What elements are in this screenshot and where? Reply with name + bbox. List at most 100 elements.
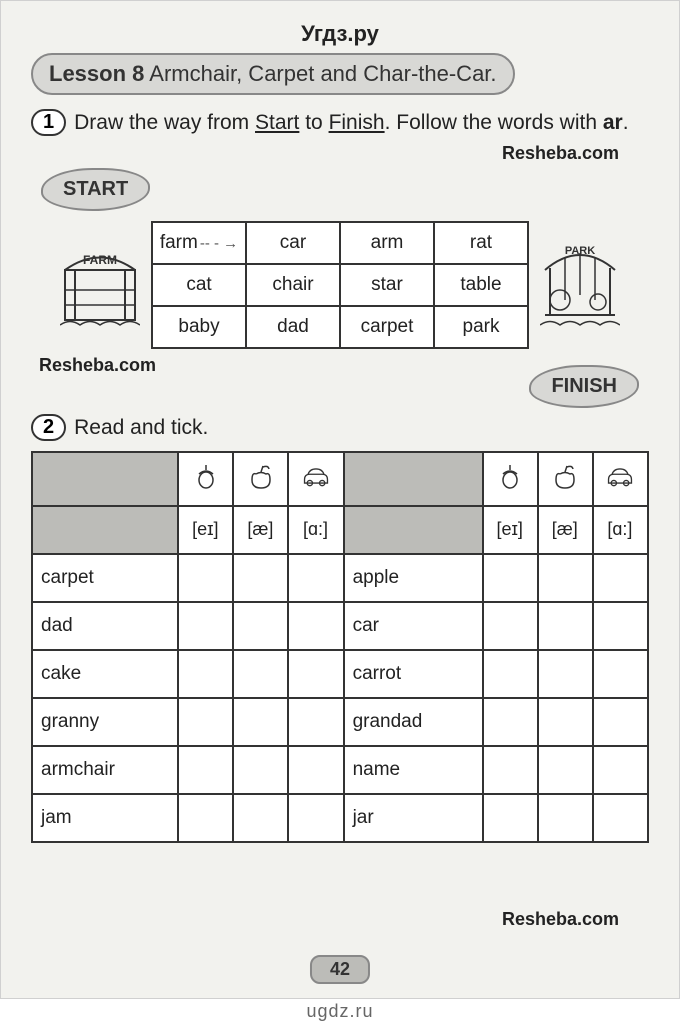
task-2: 2 Read and tick. bbox=[31, 414, 649, 442]
finish-bubble: FINISH bbox=[529, 365, 639, 408]
tick-cell[interactable] bbox=[483, 650, 538, 698]
car-icon bbox=[288, 452, 343, 506]
tick-cell[interactable] bbox=[483, 602, 538, 650]
word-cell: apple bbox=[344, 554, 483, 602]
tick-cell[interactable] bbox=[233, 602, 288, 650]
table-row: farm-- - → car arm rat bbox=[152, 222, 528, 264]
maze-cell[interactable]: baby bbox=[152, 306, 246, 348]
task-1: 1 Draw the way from Start to Finish. Fol… bbox=[31, 109, 649, 137]
bottom-watermark: ugdz.ru bbox=[0, 1001, 680, 1022]
word-cell: granny bbox=[32, 698, 178, 746]
tick-cell[interactable] bbox=[538, 746, 593, 794]
tick-cell[interactable] bbox=[538, 554, 593, 602]
table-row: carpet apple bbox=[32, 554, 648, 602]
park-icon: PARK bbox=[540, 240, 620, 330]
task-1-number: 1 bbox=[31, 109, 66, 136]
word-cell: armchair bbox=[32, 746, 178, 794]
tick-cell[interactable] bbox=[178, 698, 233, 746]
svg-text:PARK: PARK bbox=[565, 245, 595, 257]
tick-cell[interactable] bbox=[233, 698, 288, 746]
tick-cell[interactable] bbox=[178, 554, 233, 602]
lesson-number: Lesson 8 bbox=[49, 61, 144, 86]
maze-cell[interactable]: car bbox=[246, 222, 340, 264]
start-word: Start bbox=[255, 111, 299, 134]
maze-cell[interactable]: rat bbox=[434, 222, 528, 264]
tick-cell[interactable] bbox=[593, 698, 648, 746]
tick-cell[interactable] bbox=[233, 650, 288, 698]
tick-cell[interactable] bbox=[178, 794, 233, 842]
tick-cell[interactable] bbox=[593, 602, 648, 650]
maze-cell[interactable]: table bbox=[434, 264, 528, 306]
lesson-header: Lesson 8 Armchair, Carpet and Char-the-C… bbox=[31, 53, 515, 95]
word-cell: cake bbox=[32, 650, 178, 698]
tick-cell[interactable] bbox=[593, 554, 648, 602]
ipa-label: [æ] bbox=[538, 506, 593, 554]
ar-word: ar bbox=[603, 111, 623, 134]
farm-art: FARM bbox=[55, 230, 145, 340]
ipa-label: [eɪ] bbox=[483, 506, 538, 554]
tick-cell[interactable] bbox=[483, 794, 538, 842]
tick-cell[interactable] bbox=[233, 746, 288, 794]
maze-table[interactable]: farm-- - → car arm rat cat chair star ta… bbox=[151, 221, 529, 349]
ipa-label: [eɪ] bbox=[178, 506, 233, 554]
ipa-label: [ɑ:] bbox=[593, 506, 648, 554]
header-blank bbox=[344, 452, 483, 506]
ipa-label: [æ] bbox=[233, 506, 288, 554]
tick-cell[interactable] bbox=[288, 554, 343, 602]
acorn-icon bbox=[483, 452, 538, 506]
svg-text:FARM: FARM bbox=[83, 253, 117, 267]
tick-cell[interactable] bbox=[288, 794, 343, 842]
table-row: jam jar bbox=[32, 794, 648, 842]
word-cell: dad bbox=[32, 602, 178, 650]
maze-cell[interactable]: chair bbox=[246, 264, 340, 306]
maze-cell[interactable]: carpet bbox=[340, 306, 434, 348]
word-cell: carpet bbox=[32, 554, 178, 602]
ipa-label: [ɑ:] bbox=[288, 506, 343, 554]
word-cell: grandad bbox=[344, 698, 483, 746]
tick-cell[interactable] bbox=[593, 794, 648, 842]
tick-cell[interactable] bbox=[483, 554, 538, 602]
header-blank bbox=[344, 506, 483, 554]
task-2-number: 2 bbox=[31, 414, 66, 441]
maze-cell[interactable]: star bbox=[340, 264, 434, 306]
car-icon bbox=[593, 452, 648, 506]
header-blank bbox=[32, 452, 178, 506]
watermark-1: Resheba.com bbox=[31, 143, 619, 164]
maze-cell[interactable]: arm bbox=[340, 222, 434, 264]
acorn-icon bbox=[178, 452, 233, 506]
tick-cell[interactable] bbox=[288, 602, 343, 650]
farm-icon: FARM bbox=[60, 240, 140, 330]
tick-cell[interactable] bbox=[483, 698, 538, 746]
header-blank bbox=[32, 506, 178, 554]
tick-cell[interactable] bbox=[538, 602, 593, 650]
maze-cell[interactable]: cat bbox=[152, 264, 246, 306]
maze-cell[interactable]: park bbox=[434, 306, 528, 348]
tick-cell[interactable] bbox=[178, 746, 233, 794]
table-row: [eɪ] [æ] [ɑ:] [eɪ] [æ] [ɑ:] bbox=[32, 506, 648, 554]
tick-cell[interactable] bbox=[233, 554, 288, 602]
tick-cell[interactable] bbox=[288, 746, 343, 794]
tick-cell[interactable] bbox=[593, 650, 648, 698]
word-cell: jar bbox=[344, 794, 483, 842]
tick-cell[interactable] bbox=[233, 794, 288, 842]
tick-cell[interactable] bbox=[538, 650, 593, 698]
finish-word: Finish bbox=[329, 111, 385, 134]
word-cell: car bbox=[344, 602, 483, 650]
tick-cell[interactable] bbox=[178, 602, 233, 650]
tick-table[interactable]: [eɪ] [æ] [ɑ:] [eɪ] [æ] [ɑ:] carpet apple… bbox=[31, 451, 649, 843]
tick-cell[interactable] bbox=[288, 650, 343, 698]
tick-cell[interactable] bbox=[538, 794, 593, 842]
table-row: baby dad carpet park bbox=[152, 306, 528, 348]
start-bubble: START bbox=[41, 168, 150, 211]
maze-cell[interactable]: dad bbox=[246, 306, 340, 348]
tick-cell[interactable] bbox=[288, 698, 343, 746]
tick-cell[interactable] bbox=[593, 746, 648, 794]
tick-cell[interactable] bbox=[483, 746, 538, 794]
maze-cell[interactable]: farm-- - → bbox=[152, 222, 246, 264]
tick-cell[interactable] bbox=[178, 650, 233, 698]
word-cell: jam bbox=[32, 794, 178, 842]
word-cell: carrot bbox=[344, 650, 483, 698]
apple-icon bbox=[233, 452, 288, 506]
watermark-3: Resheba.com bbox=[502, 909, 619, 930]
tick-cell[interactable] bbox=[538, 698, 593, 746]
